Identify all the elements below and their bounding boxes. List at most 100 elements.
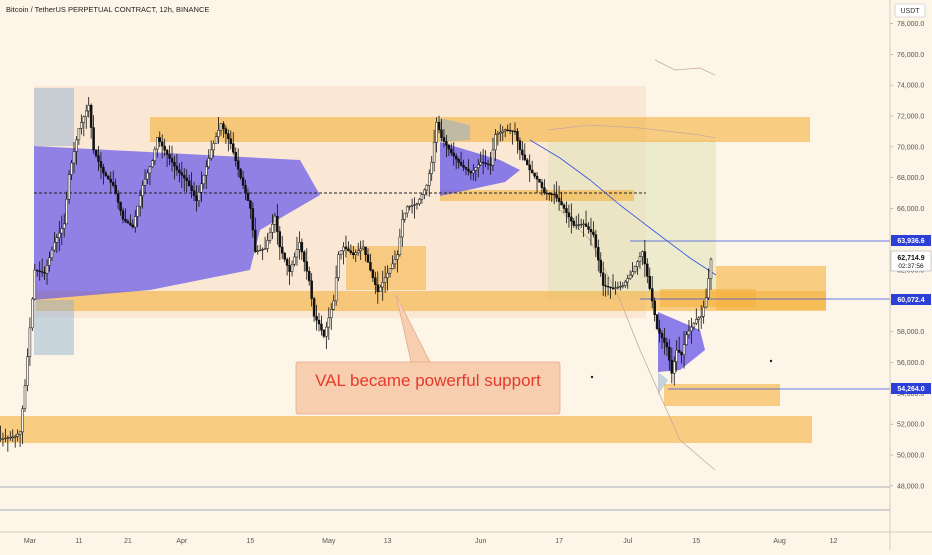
candle-body xyxy=(36,269,39,272)
candle-body xyxy=(278,231,282,248)
candle-body xyxy=(511,130,514,132)
candle-body xyxy=(565,208,568,213)
candle-body xyxy=(244,185,247,194)
last-price-tag xyxy=(890,250,932,272)
candle-body xyxy=(484,162,487,165)
candle-body xyxy=(508,130,512,132)
candle-body xyxy=(435,121,438,143)
candle-body xyxy=(540,182,544,188)
candle-body xyxy=(332,300,335,310)
candle-body xyxy=(75,139,78,152)
candle-body xyxy=(222,123,225,129)
candle-body xyxy=(214,136,218,144)
candle-body xyxy=(1,438,5,440)
candle-body xyxy=(254,229,257,252)
candle-body xyxy=(325,326,328,337)
candle-body xyxy=(156,137,159,150)
time-axis[interactable]: Mar 11 21 Apr 15 May 13 Jun 17 Jul 15 Aug 12 xyxy=(24,538,838,545)
candle-body xyxy=(601,272,605,286)
candle-body xyxy=(327,317,331,328)
candle-body xyxy=(477,164,480,168)
candle-body xyxy=(501,130,504,133)
candle-body xyxy=(116,193,120,203)
candle-body xyxy=(26,356,29,386)
candle-body xyxy=(682,344,686,356)
candle-body xyxy=(21,408,24,433)
currency-button[interactable] xyxy=(894,3,926,18)
candle-body xyxy=(655,314,659,329)
candle-body xyxy=(452,152,455,157)
candle-body xyxy=(337,254,340,279)
candle-body xyxy=(190,185,193,191)
candle-body xyxy=(121,210,125,220)
candle-body xyxy=(594,234,598,248)
candle-body xyxy=(40,271,44,273)
candle-body xyxy=(178,169,181,173)
price-tick-label: 66,000.0 xyxy=(897,206,924,213)
candle-body xyxy=(18,431,22,435)
candle-body xyxy=(442,137,446,142)
candle-body xyxy=(555,194,558,199)
candle-body xyxy=(592,231,595,235)
candle-body xyxy=(295,249,299,258)
candle-body xyxy=(160,141,164,147)
candle-body xyxy=(50,249,54,259)
candle-body xyxy=(72,151,76,164)
price-tick-label: 78,000.0 xyxy=(897,21,924,28)
candle-body xyxy=(420,194,424,200)
candle-body xyxy=(151,160,154,168)
candle-body xyxy=(241,177,245,186)
candle-body xyxy=(67,174,71,200)
candle-body xyxy=(4,437,7,440)
candle-body xyxy=(334,277,338,302)
candle-body xyxy=(526,159,529,166)
candle-body xyxy=(624,281,627,286)
candle-body xyxy=(94,149,98,156)
candle-body xyxy=(9,437,12,439)
candle-body xyxy=(195,195,198,202)
candle-body xyxy=(45,265,49,274)
candle-body xyxy=(513,130,517,133)
candle-body xyxy=(616,286,620,289)
candle-body xyxy=(577,224,580,226)
candle-body xyxy=(183,175,186,179)
candle-body xyxy=(129,222,132,226)
time-tick-label: 12 xyxy=(830,538,838,545)
marker-dot-1 xyxy=(590,375,594,379)
price-tag-r1-text: 63,936.6 xyxy=(897,238,924,245)
candle-body xyxy=(276,215,279,232)
candle-body xyxy=(330,309,333,319)
candle-body xyxy=(641,251,644,257)
candle-body xyxy=(143,178,147,186)
candle-body xyxy=(273,215,277,225)
zone-val xyxy=(36,291,826,311)
candle-body xyxy=(677,349,681,353)
candle-body xyxy=(570,216,573,222)
candle-body xyxy=(658,328,661,334)
candle-body xyxy=(322,329,326,337)
candle-body xyxy=(379,286,382,292)
candle-body xyxy=(170,158,174,163)
candle-body xyxy=(109,178,112,183)
candle-body xyxy=(303,251,306,262)
candle-body xyxy=(582,223,585,225)
candle-body xyxy=(648,276,651,289)
candle-body xyxy=(550,193,553,195)
price-tick-label: 74,000.0 xyxy=(897,83,924,90)
candle-body xyxy=(141,185,144,196)
candle-body xyxy=(55,237,59,243)
candle-body xyxy=(202,175,206,185)
chart-title: Bitcoin / TetherUS PERPETUAL CONTRACT, 1… xyxy=(6,5,209,14)
candle-body xyxy=(175,165,179,171)
annotation-box[interactable] xyxy=(295,361,561,415)
candle-body xyxy=(136,205,139,217)
candle-body xyxy=(11,436,14,438)
candle-body xyxy=(168,154,171,159)
zone-bottom xyxy=(0,416,812,443)
candle-body xyxy=(437,121,441,131)
candle-body xyxy=(506,129,509,131)
price-tick-label: 52,000.0 xyxy=(897,422,924,429)
candle-body xyxy=(410,205,414,207)
candle-body xyxy=(285,259,289,266)
